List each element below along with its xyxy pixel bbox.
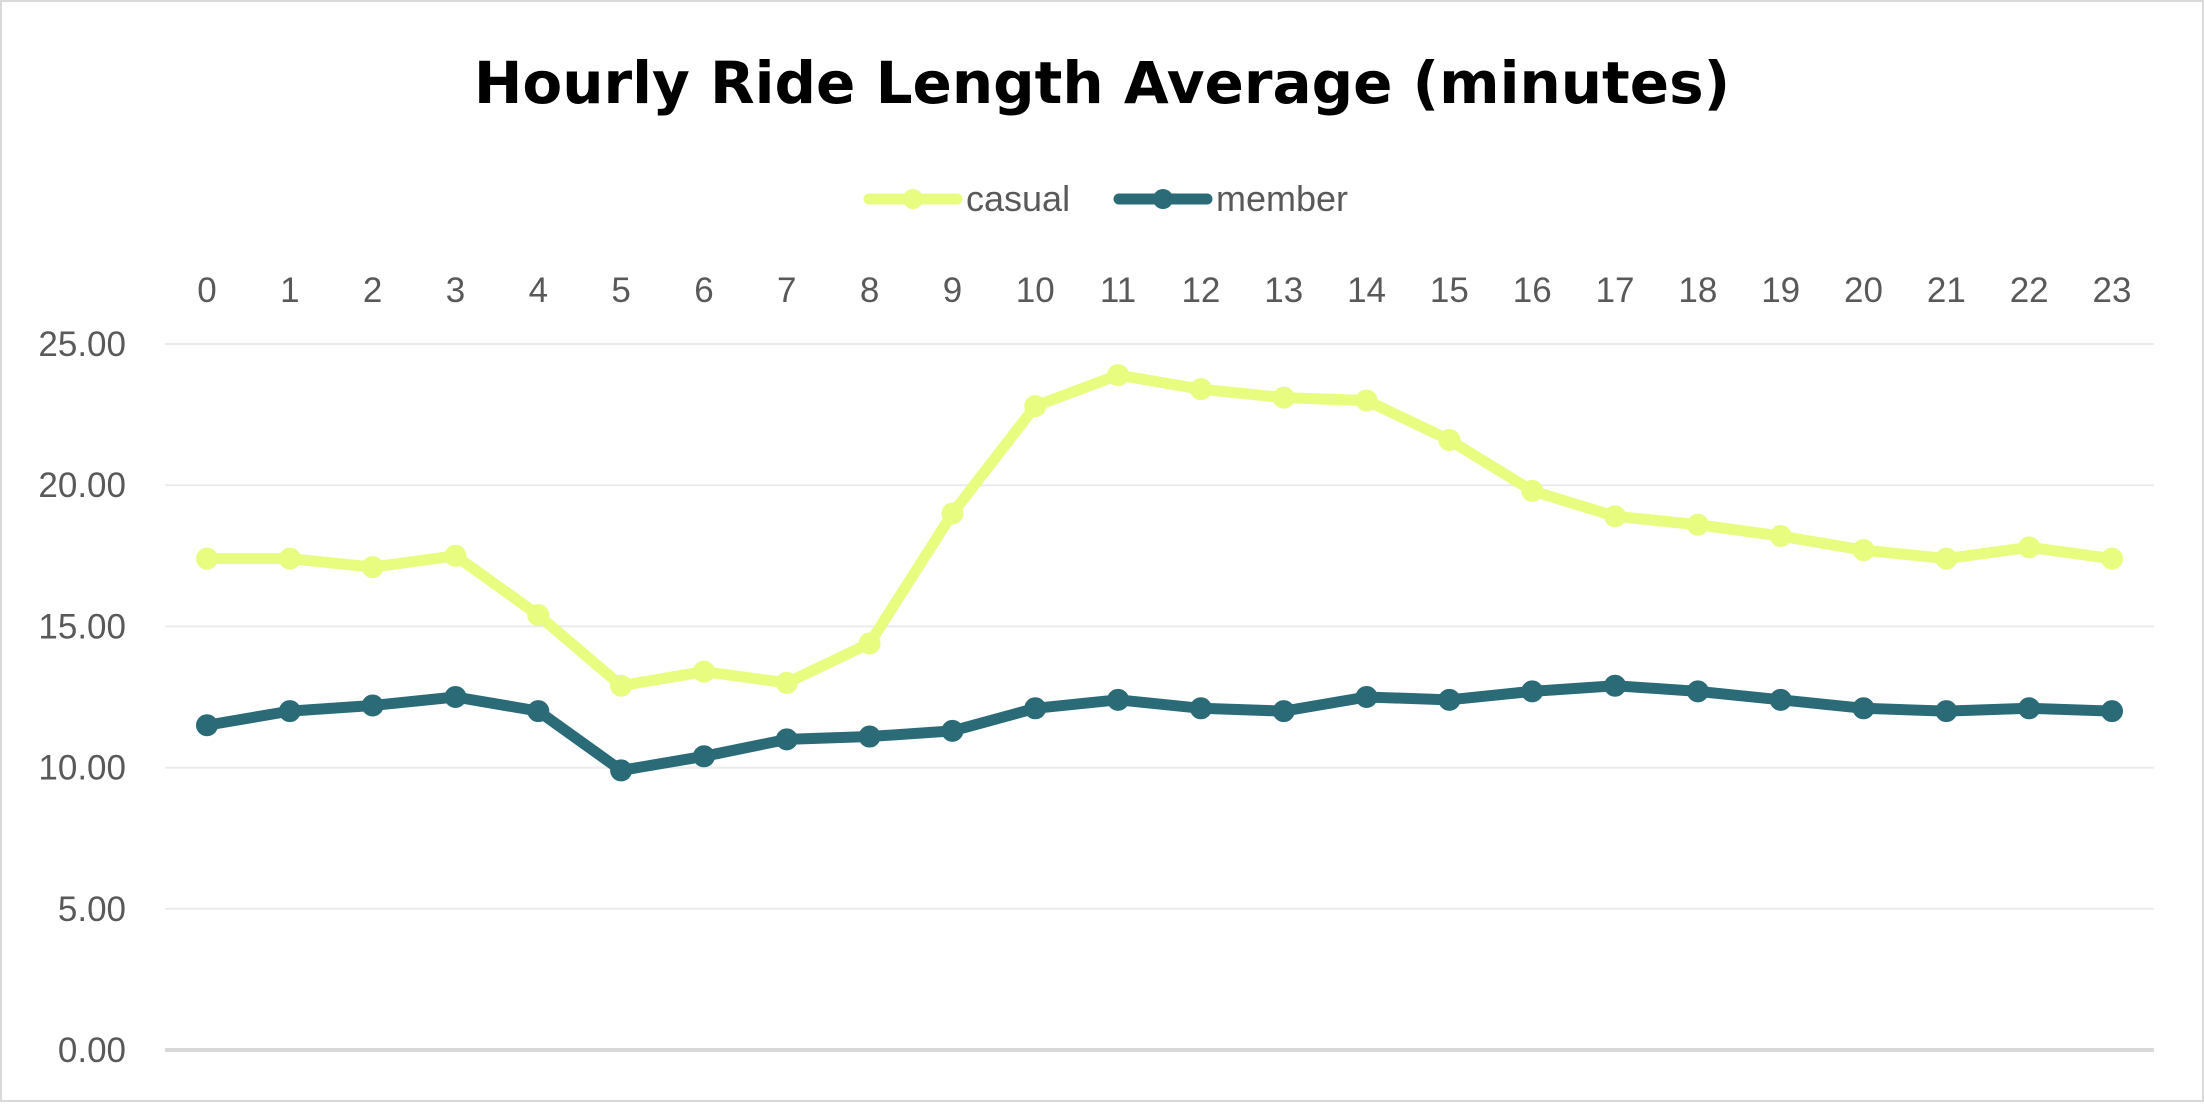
data-point-member <box>196 714 218 737</box>
x-tick-label: 7 <box>777 271 796 310</box>
y-tick-label: 25.00 <box>38 325 126 364</box>
data-point-casual <box>1107 364 1130 387</box>
data-point-member <box>278 700 301 723</box>
data-point-member <box>444 686 467 708</box>
data-point-casual <box>527 604 550 627</box>
data-point-casual <box>610 674 633 697</box>
x-tick-label: 2 <box>363 271 382 310</box>
data-point-casual <box>1686 513 1709 536</box>
data-point-member <box>1521 680 1544 703</box>
legend-label: member <box>1216 178 1348 219</box>
x-tick-label: 23 <box>2093 271 2132 310</box>
data-point-member <box>610 759 633 782</box>
data-point-member <box>1355 686 1378 708</box>
data-point-casual <box>444 544 467 567</box>
series-line-casual <box>201 369 2118 692</box>
legend-item-casual: casual <box>863 178 1070 219</box>
data-point-casual <box>1272 386 1295 409</box>
data-point-member <box>775 728 798 751</box>
data-point-casual <box>196 547 218 570</box>
x-tick-label: 22 <box>2010 271 2049 310</box>
y-tick-label: 10.00 <box>38 749 126 788</box>
data-point-member <box>1935 700 1958 723</box>
data-point-casual <box>1769 525 1792 548</box>
legend-item-member: member <box>1113 178 1348 219</box>
x-tick-label: 11 <box>1100 271 1136 310</box>
y-tick-label: 15.00 <box>38 607 126 646</box>
x-tick-label: 19 <box>1761 271 1800 310</box>
data-point-casual <box>1024 395 1047 418</box>
data-point-casual <box>692 660 715 683</box>
legend-marker <box>903 189 923 209</box>
y-tick-label: 20.00 <box>38 466 126 505</box>
data-point-member <box>1272 700 1295 723</box>
data-point-casual <box>1521 479 1544 502</box>
x-tick-label: 16 <box>1513 271 1552 310</box>
series-member <box>196 674 2123 782</box>
x-tick-label: 6 <box>694 271 713 310</box>
data-point-member <box>858 725 881 748</box>
x-tick-label: 1 <box>280 271 299 310</box>
data-point-member <box>1686 680 1709 703</box>
x-tick-label: 12 <box>1181 271 1220 310</box>
data-point-member <box>1107 688 1130 711</box>
series-line-member <box>201 680 2118 776</box>
series-lines <box>196 364 2123 782</box>
data-point-member <box>1769 688 1792 711</box>
data-point-casual <box>858 632 881 655</box>
data-point-casual <box>1355 389 1378 412</box>
data-point-casual <box>1438 429 1461 452</box>
data-point-member <box>2101 700 2123 723</box>
data-point-casual <box>1604 505 1627 528</box>
data-point-member <box>361 694 384 717</box>
data-point-casual <box>1852 539 1875 562</box>
x-tick-label: 3 <box>446 271 465 310</box>
x-tick-label: 9 <box>943 271 962 310</box>
series-casual <box>196 364 2123 697</box>
chart-title: Hourly Ride Length Average (minutes) <box>474 49 1730 117</box>
data-point-member <box>692 745 715 768</box>
data-point-casual <box>2018 536 2041 559</box>
x-tick-label: 15 <box>1430 271 1469 310</box>
x-tick-label: 10 <box>1016 271 1055 310</box>
x-tick-label: 17 <box>1596 271 1635 310</box>
x-axis-ticks: 0 1 2 3 4 5 6 7 8 9 10 11 12 13 14 15 16 17 18 19 20 21 22 23 <box>197 271 2131 310</box>
data-point-member <box>1189 697 1212 720</box>
legend-marker <box>1153 189 1173 209</box>
data-point-member <box>2018 697 2041 720</box>
data-point-casual <box>1935 547 1958 570</box>
data-point-member <box>527 700 550 723</box>
x-tick-label: 18 <box>1678 271 1717 310</box>
x-tick-label: 4 <box>529 271 548 310</box>
data-point-casual <box>2101 547 2123 570</box>
data-point-casual <box>941 502 964 525</box>
data-point-member <box>1604 674 1627 697</box>
data-point-member <box>1438 688 1461 711</box>
data-point-casual <box>775 671 798 694</box>
data-point-member <box>1024 697 1047 720</box>
data-point-member <box>941 719 964 742</box>
x-tick-label: 0 <box>197 271 216 310</box>
x-tick-label: 14 <box>1347 271 1386 310</box>
data-point-casual <box>278 547 301 570</box>
gridlines <box>165 343 2154 1052</box>
x-tick-label: 20 <box>1844 271 1883 310</box>
legend: casual member <box>863 178 1348 219</box>
x-tick-label: 5 <box>611 271 630 310</box>
x-tick-label: 21 <box>1927 271 1966 310</box>
y-tick-label: 5.00 <box>58 890 126 929</box>
x-tick-label: 8 <box>860 271 879 310</box>
y-tick-label: 0.00 <box>58 1031 126 1070</box>
legend-label: casual <box>966 178 1070 219</box>
data-point-casual <box>361 556 384 579</box>
data-point-casual <box>1189 378 1212 401</box>
x-tick-label: 13 <box>1264 271 1303 310</box>
data-point-member <box>1852 697 1875 720</box>
y-axis-ticks: 0.00 5.00 10.00 15.00 20.00 25.00 <box>38 325 126 1070</box>
